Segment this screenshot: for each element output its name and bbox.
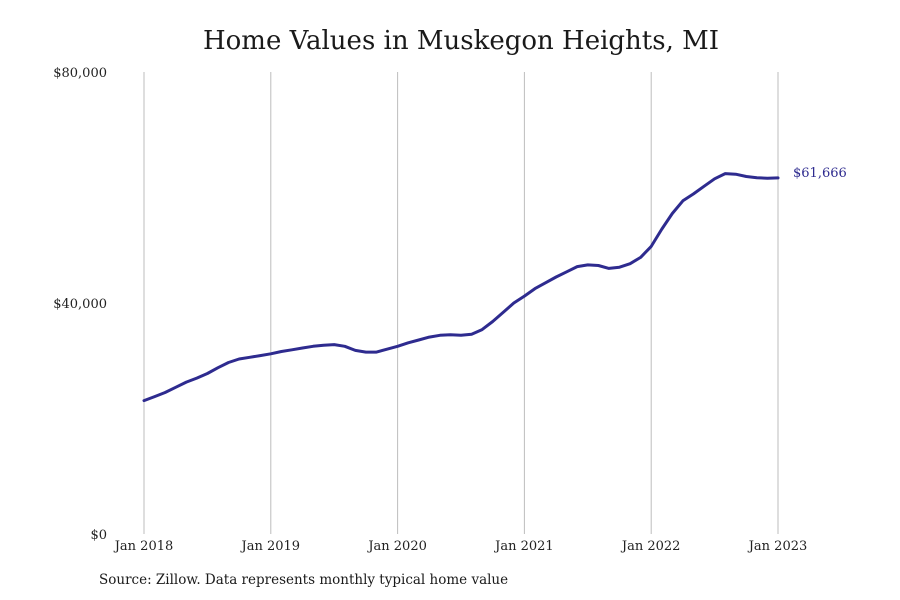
x-tick-label: Jan 2019: [240, 539, 301, 554]
y-tick-label: $40,000: [53, 297, 107, 312]
x-tick-label: Jan 2023: [747, 539, 808, 554]
last-value-label: $61,666: [793, 166, 847, 181]
x-tick-label: Jan 2018: [113, 539, 174, 554]
x-tick-label: Jan 2020: [366, 539, 427, 554]
source-note: Source: Zillow. Data represents monthly …: [99, 572, 509, 588]
gridlines: [143, 72, 779, 534]
y-tick-label: $0: [90, 528, 107, 543]
x-tick-label: Jan 2022: [620, 539, 681, 554]
chart-title: Home Values in Muskegon Heights, MI: [202, 26, 720, 56]
x-axis-ticks: Jan 2018 Jan 2019 Jan 2020 Jan 2021 Jan 2022…: [113, 539, 808, 554]
y-tick-label: $80,000: [53, 66, 107, 81]
y-axis-ticks: $0 $40,000 $80,000: [53, 66, 107, 543]
home-value-line: [142, 172, 780, 403]
x-tick-label: Jan 2021: [493, 539, 554, 554]
